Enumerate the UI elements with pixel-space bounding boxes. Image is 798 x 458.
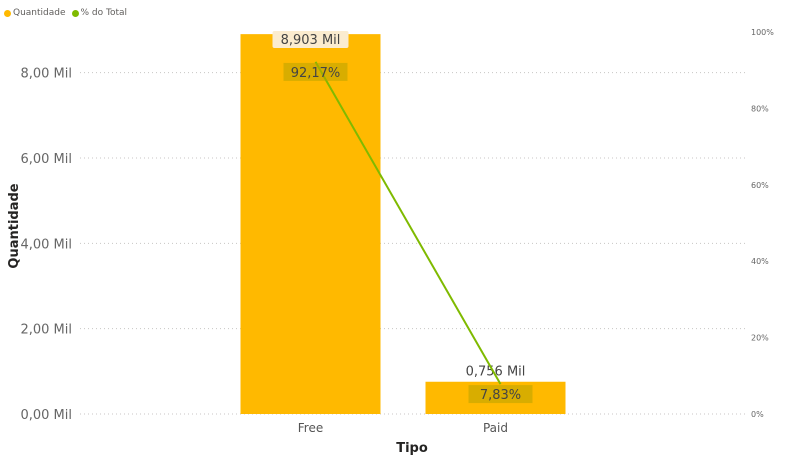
pct-labels-layer: 92,17% 7,83% [283, 62, 533, 404]
y2-tick-label: 40% [751, 257, 769, 266]
y2-tick-label: 0% [751, 410, 764, 419]
y-axis-left: 0,00 Mil 2,00 Mil 4,00 Mil 6,00 Mil 8,00 Mil [20, 67, 72, 423]
legend-dot-pct-total [71, 9, 79, 17]
pct-data-label: 7,83% [480, 388, 521, 403]
y2-tick-label: 20% [751, 334, 769, 343]
x-tick-label: Paid [483, 421, 508, 435]
bar-label-bg [272, 31, 349, 48]
x-axis-title: Tipo [396, 441, 428, 456]
legend-item-pct-total[interactable]: % do Total [71, 8, 128, 18]
y-axis-title: Quantidade [7, 183, 22, 268]
legend-label-pct-total: % do Total [80, 8, 128, 18]
pct-label-bg [468, 385, 533, 404]
grid-layer [80, 72, 745, 415]
legend-dot-quantidade [4, 9, 11, 17]
y-axis-right: 0% 20% 40% 60% 80% 100% [751, 28, 774, 419]
bar-labels-layer: 8,903 Mil 0,756 Mil [272, 31, 526, 380]
y-tick-label: 4,00 Mil [20, 237, 72, 252]
pct-data-label: 92,17% [291, 66, 341, 81]
bars-layer [240, 34, 566, 414]
x-tick-label: Free [298, 421, 323, 435]
bar-data-label: 8,903 Mil [281, 33, 341, 48]
y-tick-label: 2,00 Mil [20, 323, 72, 338]
bar [240, 34, 381, 414]
y2-tick-label: 60% [751, 181, 769, 190]
line-series [314, 61, 502, 385]
legend: Quantidade % do Total [4, 8, 127, 18]
y2-tick-label: 100% [751, 28, 774, 37]
pct-label-bg [283, 62, 348, 81]
legend-item-quantidade[interactable]: Quantidade [4, 8, 66, 18]
legend-label-quantidade: Quantidade [13, 8, 66, 18]
y-tick-label: 8,00 Mil [20, 67, 72, 82]
y-tick-label: 0,00 Mil [20, 408, 72, 423]
line-layer [314, 61, 502, 385]
x-axis: Free Paid [298, 421, 508, 435]
y-tick-label: 6,00 Mil [20, 152, 72, 167]
bar-data-label: 0,756 Mil [466, 365, 526, 380]
y2-tick-label: 80% [751, 104, 769, 113]
